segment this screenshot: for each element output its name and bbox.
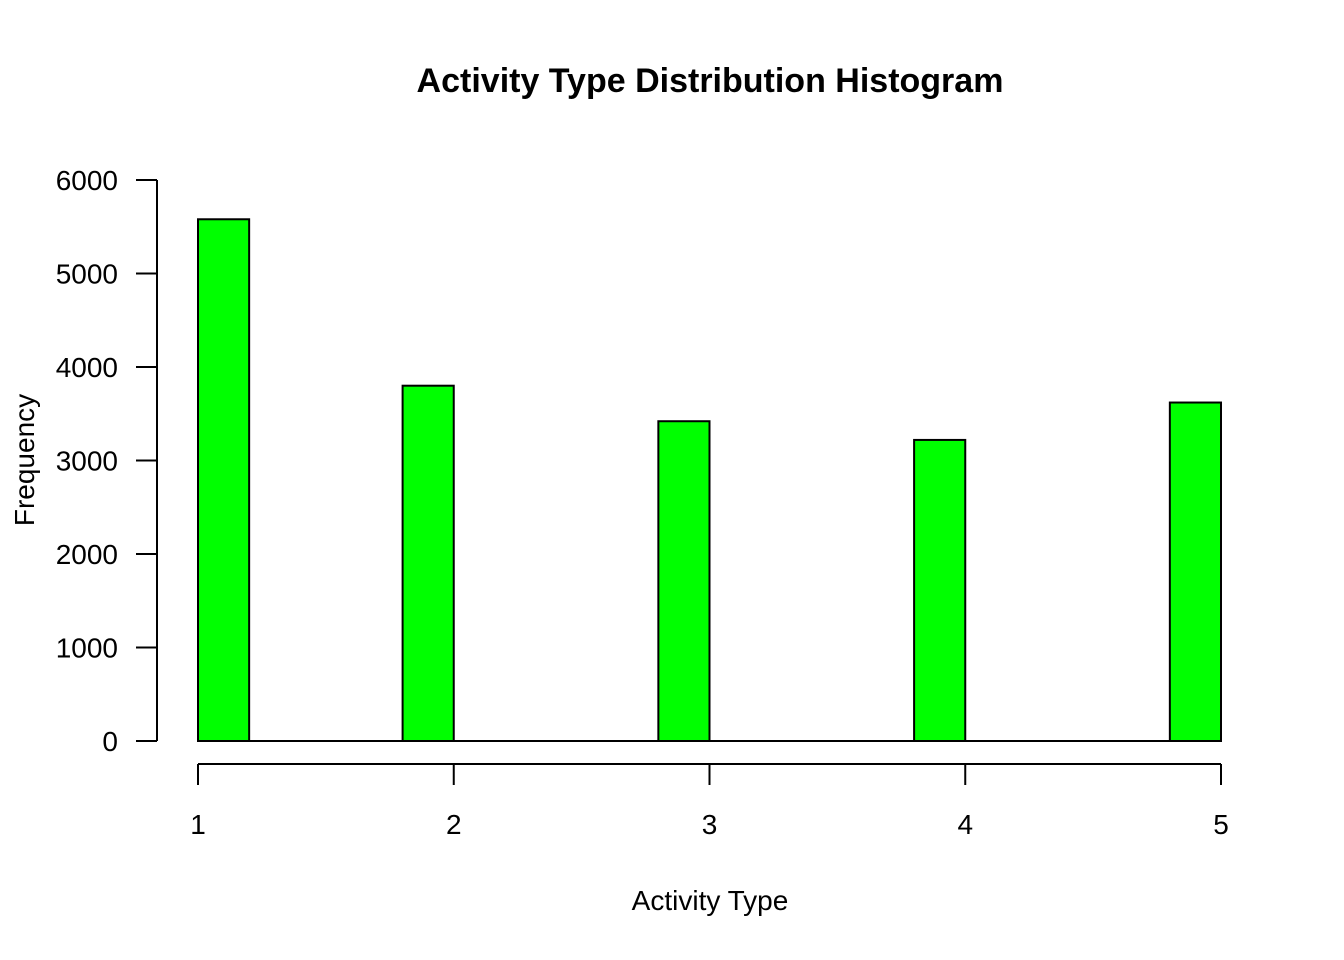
chart-title: Activity Type Distribution Histogram bbox=[417, 62, 1004, 100]
histogram-bar-2 bbox=[401, 384, 455, 742]
y-axis-label: Frequency bbox=[9, 394, 40, 526]
y-tick-label: 2000 bbox=[56, 539, 118, 570]
y-tick-label: 6000 bbox=[56, 165, 118, 196]
y-tick-label: 0 bbox=[102, 726, 118, 757]
y-tick-label: 4000 bbox=[56, 352, 118, 383]
x-tick-label: 3 bbox=[702, 809, 718, 840]
histogram-bar-5 bbox=[1168, 401, 1222, 742]
bars-group bbox=[197, 218, 1222, 742]
x-tick-label: 2 bbox=[446, 809, 462, 840]
y-tick-label: 5000 bbox=[56, 259, 118, 290]
x-tick-label: 4 bbox=[957, 809, 973, 840]
x-axis: 1 2 3 4 5 bbox=[190, 763, 1229, 840]
histogram-bar-1 bbox=[197, 218, 251, 742]
x-tick-label: 1 bbox=[190, 809, 206, 840]
y-tick-label: 1000 bbox=[56, 633, 118, 664]
x-axis-label: Activity Type bbox=[632, 885, 789, 916]
y-axis: 0 1000 2000 3000 4000 5000 6000 bbox=[56, 165, 158, 757]
histogram-bar-3 bbox=[657, 420, 711, 742]
y-tick-label: 3000 bbox=[56, 446, 118, 477]
histogram-bar-4 bbox=[913, 438, 967, 742]
x-tick-label: 5 bbox=[1213, 809, 1229, 840]
